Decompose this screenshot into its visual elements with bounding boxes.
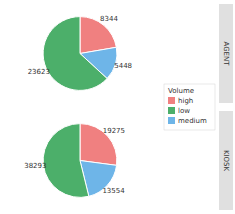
legend-label: high [178, 97, 193, 105]
legend-label: low [178, 107, 190, 115]
data-label: 5448 [114, 62, 132, 70]
legend-frame [164, 84, 215, 130]
pie-slice [43, 17, 107, 91]
strip-background [219, 4, 233, 103]
strip-background [219, 111, 233, 210]
pie-panel: 8344 5448 23623 [28, 15, 132, 90]
legend-swatch [168, 117, 175, 124]
pie-slice [43, 124, 89, 198]
strip-label: AGENT [222, 41, 230, 66]
legend: Volume high low medium [164, 84, 215, 130]
data-label: 38293 [24, 162, 46, 170]
legend-swatch [168, 97, 175, 104]
legend-title: Volume [168, 87, 194, 95]
legend-swatch [168, 107, 175, 114]
pie-panel: 19275 13554 38293 [24, 124, 125, 198]
data-label: 8344 [100, 15, 118, 23]
data-label: 19275 [103, 127, 125, 135]
strip-label: KIOSK [222, 150, 230, 172]
chart: 8344 5448 23623 AGENT Volume high low medium 192… [0, 0, 235, 214]
data-label: 13554 [102, 187, 125, 195]
data-label: 23623 [28, 68, 50, 76]
legend-label: medium [178, 117, 207, 125]
